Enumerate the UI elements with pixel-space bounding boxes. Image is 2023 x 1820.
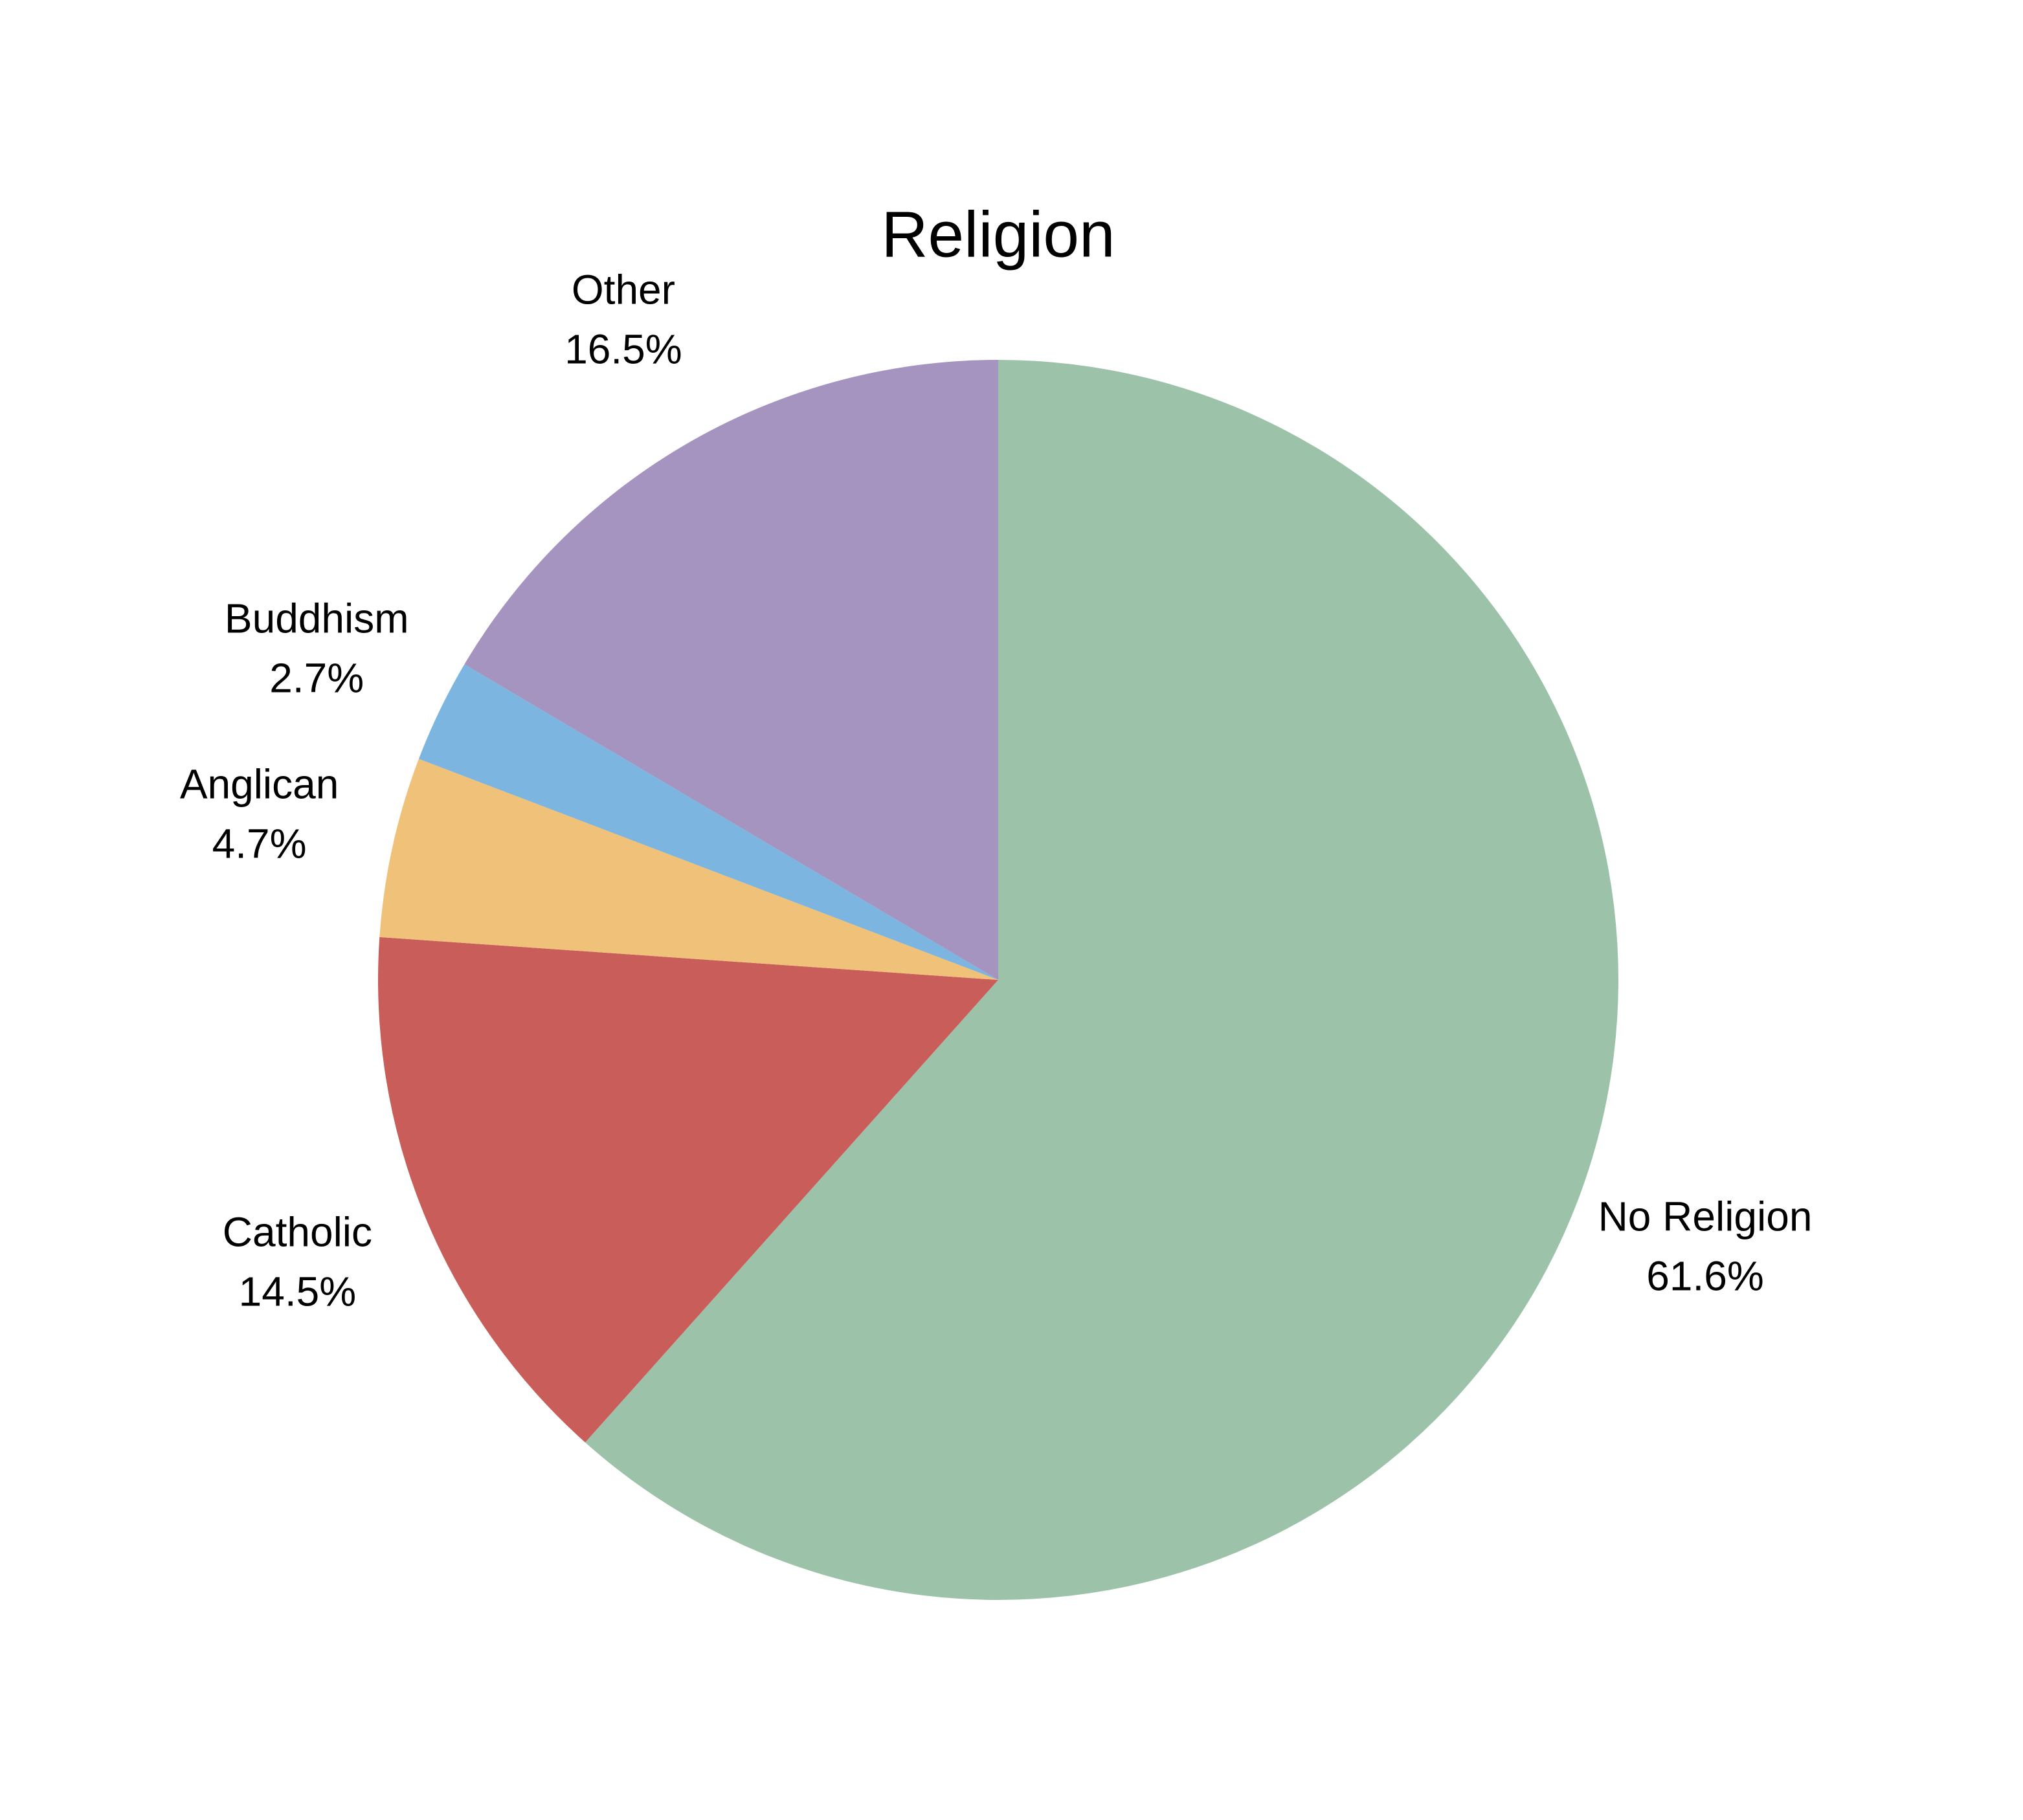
pie-slice xyxy=(464,360,998,980)
slice-value-label: 61.6% xyxy=(1646,1252,1763,1299)
slice-label: Catholic xyxy=(223,1208,372,1255)
pie-slice xyxy=(378,937,998,1443)
pie-slice xyxy=(585,360,1619,1600)
slice-label: Buddhism xyxy=(225,595,409,641)
pie-slice xyxy=(418,664,998,980)
chart-title: Religion xyxy=(881,198,1115,271)
slice-label: No Religion xyxy=(1598,1193,1813,1239)
slice-value-label: 14.5% xyxy=(239,1268,356,1315)
slice-label: Other xyxy=(572,267,675,313)
slice-label: Anglican xyxy=(180,761,339,808)
slice-value-label: 16.5% xyxy=(564,326,682,373)
pie-slice xyxy=(379,759,998,980)
slice-value-label: 4.7% xyxy=(212,821,307,867)
slice-value-label: 2.7% xyxy=(269,654,364,701)
